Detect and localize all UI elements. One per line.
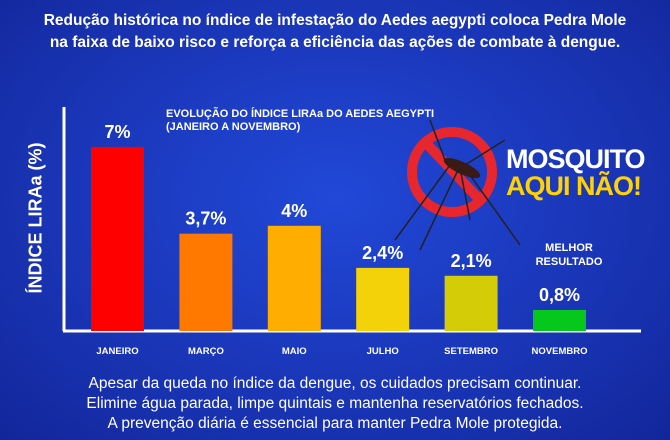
bar: [91, 146, 144, 331]
note-line: MELHOR: [545, 242, 593, 254]
bar: [444, 275, 498, 331]
headline: Redução histórica no índice de infestaçã…: [0, 10, 670, 54]
badge-line2: AQUI NÃO!: [506, 171, 642, 201]
no-mosquito-icon: [394, 119, 521, 251]
bar: [179, 233, 233, 331]
footer-line: Apesar da queda no índice da dengue, os …: [88, 375, 582, 392]
badge-line1: MOSQUITO: [506, 144, 646, 174]
footer-line: Elimine água parada, limpe quintais e ma…: [86, 395, 584, 412]
data-label: 4%: [281, 201, 307, 221]
best-result-note: MELHOR RESULTADO: [524, 241, 614, 269]
bar: [356, 267, 410, 331]
data-label: 2,1%: [451, 251, 492, 271]
bar: [533, 309, 586, 331]
chart-title-line: EVOLUÇÃO DO ÍNDICE LIRAa DO AEDES AEGYPT…: [166, 108, 435, 120]
data-label: 0,8%: [539, 285, 580, 305]
mosquito-badge: MOSQUITO AQUI NÃO!: [506, 144, 646, 201]
x-tick-label: NOVEMBRO: [532, 346, 588, 357]
chart-title-line: (JANEIRO A NOVEMBRO): [166, 121, 301, 133]
y-axis-label: ÍNDICE LIRAa (%): [25, 142, 46, 294]
chart-title: EVOLUÇÃO DO ÍNDICE LIRAa DO AEDES AEGYPT…: [166, 108, 434, 134]
x-tick-label: JULHO: [367, 346, 399, 357]
headline-line: na faixa de baixo risco e reforça a efic…: [49, 34, 621, 51]
headline-line: Redução histórica no índice de infestaçã…: [43, 12, 627, 29]
data-label: 7%: [104, 122, 130, 142]
footer-text: Apesar da queda no índice da dengue, os …: [0, 374, 670, 434]
data-label: 2,4%: [362, 243, 403, 263]
x-tick-label: MARÇO: [188, 346, 224, 357]
footer-line: A prevenção diária é essencial para mant…: [107, 415, 563, 432]
data-label: 3,7%: [185, 209, 226, 229]
x-tick-label: JANEIRO: [96, 346, 138, 357]
bar: [267, 225, 321, 331]
x-tick-label: MAIO: [282, 346, 307, 357]
x-tick-label: SETEMBRO: [444, 346, 498, 357]
note-line: RESULTADO: [535, 256, 603, 268]
